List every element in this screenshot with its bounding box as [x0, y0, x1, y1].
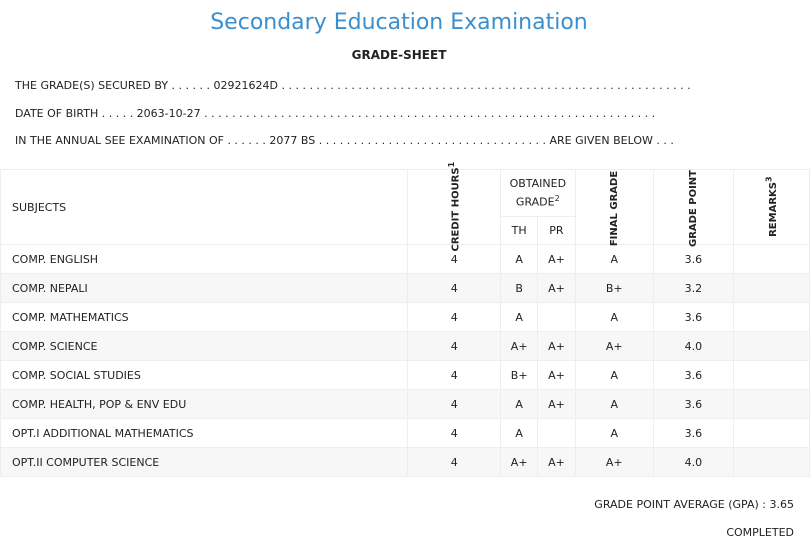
final-grade-cell: A	[574, 389, 654, 419]
final-grade-cell: A	[574, 244, 654, 274]
table-row: OPT.II COMPUTER SCIENCE 4 A+ A+ A+ 4.0	[0, 447, 811, 477]
table-row: COMP. MATHEMATICS 4 A A 3.6	[0, 302, 811, 332]
final-grade-cell: A	[574, 302, 654, 332]
header-th: TH	[500, 216, 539, 245]
page-subtitle: GRADE-SHEET	[351, 48, 447, 62]
header-credit-hours: CREDIT HOURS1	[407, 162, 502, 252]
subject-cell: COMP. MATHEMATICS	[0, 302, 409, 332]
pr-grade-cell	[537, 302, 576, 332]
gpa-summary: GRADE POINT AVERAGE (GPA) : 3.65	[594, 498, 794, 511]
th-grade-cell: A	[500, 418, 539, 448]
th-grade-cell: A+	[500, 331, 539, 361]
header-obtained-grade: OBTAINED GRADE2	[500, 169, 576, 217]
credit-cell: 4	[407, 447, 502, 477]
remarks-cell	[732, 360, 811, 390]
grade-point-cell: 3.2	[652, 273, 734, 303]
th-grade-cell: A	[500, 389, 539, 419]
subject-cell: COMP. NEPALI	[0, 273, 409, 303]
remarks-cell	[732, 244, 811, 274]
subject-cell: OPT.II COMPUTER SCIENCE	[0, 447, 409, 477]
th-grade-cell: B	[500, 273, 539, 303]
th-grade-cell: A	[500, 244, 539, 274]
pr-grade-cell: A+	[537, 360, 576, 390]
final-grade-cell: A+	[574, 331, 654, 361]
info-date-of-birth: DATE OF BIRTH . . . . . 2063-10-27 . . .…	[15, 107, 656, 120]
header-pr: PR	[537, 216, 576, 245]
table-row: COMP. NEPALI 4 B A+ B+ 3.2	[0, 273, 811, 303]
table-row: COMP. ENGLISH 4 A A+ A 3.6	[0, 244, 811, 274]
grade-point-cell: 3.6	[652, 389, 734, 419]
credit-cell: 4	[407, 360, 502, 390]
subject-cell: COMP. SOCIAL STUDIES	[0, 360, 409, 390]
th-grade-cell: A+	[500, 447, 539, 477]
subject-cell: COMP. HEALTH, POP & ENV EDU	[0, 389, 409, 419]
header-remarks: REMARKS3	[732, 169, 811, 245]
remarks-cell	[732, 389, 811, 419]
grade-table: SUBJECTS CREDIT HOURS1 OBTAINED GRADE2 F…	[0, 162, 811, 477]
table-row: COMP. HEALTH, POP & ENV EDU 4 A A+ A 3.6	[0, 389, 811, 419]
grade-point-cell: 4.0	[652, 447, 734, 477]
info-examination: IN THE ANNUAL SEE EXAMINATION OF . . . .…	[15, 134, 674, 147]
th-grade-cell: A	[500, 302, 539, 332]
pr-grade-cell: A+	[537, 447, 576, 477]
credit-cell: 4	[407, 331, 502, 361]
info-grade-secured: THE GRADE(S) SECURED BY . . . . . . 0292…	[15, 79, 691, 92]
credit-cell: 4	[407, 389, 502, 419]
header-grade-point: GRADE POINT	[652, 169, 734, 247]
final-grade-cell: A+	[574, 447, 654, 477]
pr-grade-cell	[537, 418, 576, 448]
subject-cell: OPT.I ADDITIONAL MATHEMATICS	[0, 418, 409, 448]
credit-cell: 4	[407, 418, 502, 448]
header-subjects: SUBJECTS	[0, 169, 409, 245]
credit-cell: 4	[407, 273, 502, 303]
pr-grade-cell: A+	[537, 273, 576, 303]
pr-grade-cell: A+	[537, 389, 576, 419]
th-grade-cell: B+	[500, 360, 539, 390]
credit-cell: 4	[407, 302, 502, 332]
subject-cell: COMP. SCIENCE	[0, 331, 409, 361]
remarks-cell	[732, 273, 811, 303]
final-grade-cell: A	[574, 418, 654, 448]
grade-point-cell: 3.6	[652, 302, 734, 332]
pr-grade-cell: A+	[537, 244, 576, 274]
grade-point-cell: 4.0	[652, 331, 734, 361]
remarks-cell	[732, 331, 811, 361]
grade-point-cell: 3.6	[652, 360, 734, 390]
remarks-cell	[732, 302, 811, 332]
pr-grade-cell: A+	[537, 331, 576, 361]
grade-point-cell: 3.6	[652, 418, 734, 448]
header-final-grade: FINAL GRADE	[574, 169, 654, 246]
table-row: COMP. SCIENCE 4 A+ A+ A+ 4.0	[0, 331, 811, 361]
table-row: OPT.I ADDITIONAL MATHEMATICS 4 A A 3.6	[0, 418, 811, 448]
result-status: COMPLETED	[726, 526, 794, 539]
subject-cell: COMP. ENGLISH	[0, 244, 409, 274]
page-title: Secondary Education Examination	[210, 10, 588, 35]
final-grade-cell: A	[574, 360, 654, 390]
grade-point-cell: 3.6	[652, 244, 734, 274]
final-grade-cell: B+	[574, 273, 654, 303]
remarks-cell	[732, 418, 811, 448]
table-row: COMP. SOCIAL STUDIES 4 B+ A+ A 3.6	[0, 360, 811, 390]
remarks-cell	[732, 447, 811, 477]
